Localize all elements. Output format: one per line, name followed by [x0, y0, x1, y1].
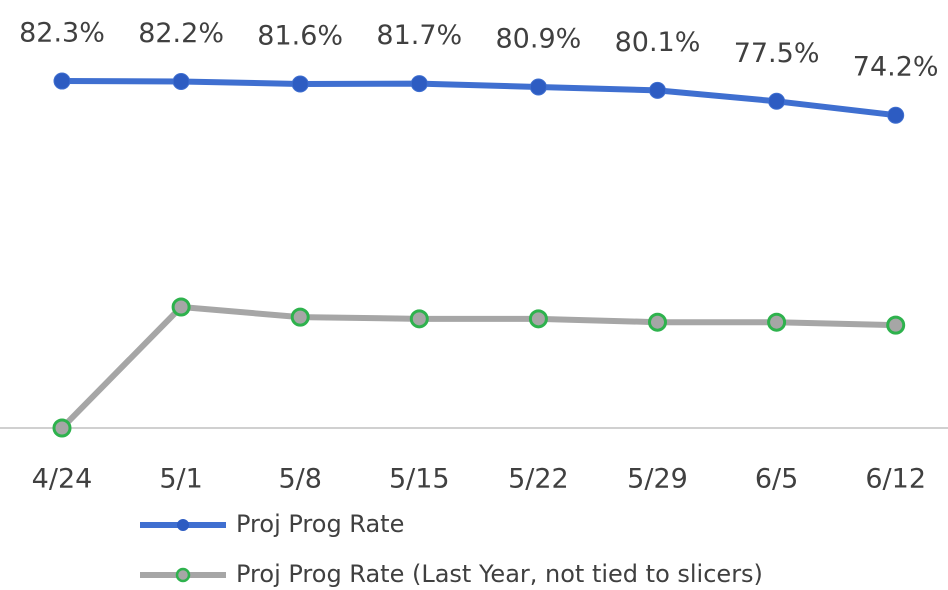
legend-marker: [175, 567, 191, 583]
point: [52, 418, 72, 438]
point: [767, 312, 787, 332]
point: [528, 309, 548, 329]
x-tick-label: 5/1: [159, 464, 202, 495]
point: [410, 75, 428, 93]
data-label: 80.9%: [496, 23, 582, 54]
point: [648, 312, 667, 332]
point: [53, 72, 71, 90]
data-label: 82.2%: [138, 18, 224, 49]
point: [409, 309, 429, 329]
x-tick-label: 5/29: [627, 464, 688, 495]
point: [172, 72, 190, 90]
series-line: [61, 78, 897, 119]
series-line: [59, 304, 896, 431]
x-tick-label: 5/8: [278, 464, 321, 495]
x-tick-label: 4/24: [32, 464, 93, 495]
point: [291, 75, 309, 93]
legend-marker: [177, 519, 189, 531]
data-label: 77.5%: [734, 38, 820, 69]
point: [171, 297, 191, 317]
point: [768, 92, 786, 110]
point: [887, 106, 905, 124]
x-tick-label: 6/5: [755, 464, 798, 495]
data-label: 81.6%: [257, 21, 343, 52]
legend-label: Proj Prog Rate: [236, 510, 404, 538]
data-label: 80.1%: [615, 27, 701, 58]
x-tick-label: 5/22: [508, 464, 569, 495]
data-label: 82.3%: [19, 18, 105, 49]
legend-label: Proj Prog Rate (Last Year, not tied to s…: [236, 560, 763, 588]
data-label: 81.7%: [376, 20, 462, 51]
x-tick-label: 6/12: [865, 464, 926, 495]
data-label: 74.2%: [853, 52, 939, 83]
point: [649, 81, 666, 99]
point: [529, 78, 547, 96]
point: [290, 307, 310, 327]
point: [886, 315, 906, 335]
x-tick-label: 5/15: [389, 464, 450, 495]
